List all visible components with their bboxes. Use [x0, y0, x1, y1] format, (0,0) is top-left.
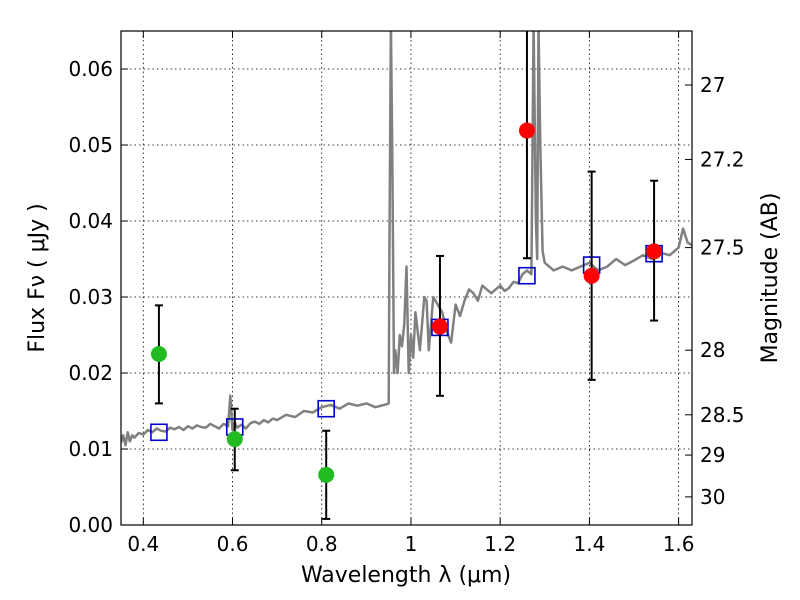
x-tick-label: 1.4: [573, 532, 605, 556]
y-axis-label: Flux Fν ( μJy ): [25, 203, 50, 352]
right-tick-label: 28.5: [700, 403, 745, 427]
right-tick-label: 28: [700, 338, 725, 362]
right-axis-label: Magnitude (AB): [758, 193, 783, 364]
model-photometry-point: [518, 266, 536, 285]
y-tick-label: 0.06: [68, 57, 113, 81]
model-photometry-point: [317, 399, 336, 418]
y-tick-label: 0.04: [68, 209, 113, 233]
y-tick-label: 0.05: [68, 133, 113, 157]
y-tick-label: 0.02: [68, 361, 113, 385]
detection-point: [431, 318, 448, 335]
model-photometry-point: [150, 423, 168, 442]
right-tick-label: 27.2: [700, 147, 745, 171]
x-tick-label: 0.8: [306, 532, 338, 556]
right-tick-label: 29: [700, 443, 725, 467]
plot-frame: [120, 30, 693, 526]
detection-point: [583, 267, 600, 284]
x-axis-label: Wavelength λ (μm): [301, 563, 511, 588]
detections-layer: [150, 122, 663, 483]
y-tick-label: 0.03: [68, 285, 113, 309]
spectrum-layer: [121, 31, 692, 447]
y-tick-label: 0.01: [68, 437, 113, 461]
y-tick-label: 0.00: [68, 513, 113, 537]
detection-point: [318, 466, 335, 483]
right-tick-label: 30: [700, 485, 725, 509]
x-tick-label: 1: [405, 532, 418, 556]
x-tick-label: 1.6: [663, 532, 695, 556]
detection-point: [646, 243, 663, 260]
x-tick-label: 1.2: [484, 532, 516, 556]
ticks: 0.4 0.6 0.8 1 1.2 1.4 1.6 0.00 0.01 0.02 0.03 0.04 0…: [68, 31, 745, 556]
spectrum-line: [121, 31, 692, 447]
detection-point: [226, 431, 243, 448]
x-tick-label: 0.6: [217, 532, 249, 556]
right-tick-label: 27: [700, 73, 725, 97]
detection-point: [518, 122, 535, 139]
right-tick-label: 27.5: [700, 236, 745, 260]
x-tick-label: 0.4: [127, 532, 159, 556]
detection-point: [150, 346, 167, 362]
